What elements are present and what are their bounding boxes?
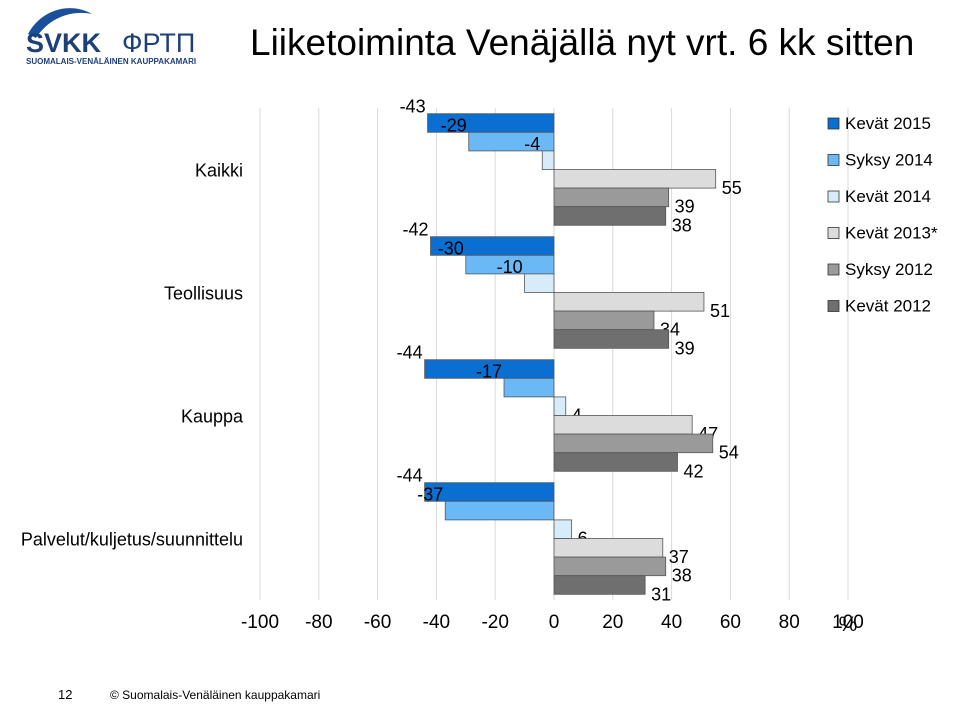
- legend-swatch: [827, 227, 840, 239]
- data-label: -42: [403, 220, 429, 240]
- x-tick-label: -40: [423, 612, 450, 633]
- bar: [553, 556, 667, 577]
- data-label: -43: [400, 97, 426, 117]
- data-label: -4: [524, 134, 540, 154]
- bar: [553, 310, 655, 331]
- category-label: Palvelut/kuljetus/suunnittelu: [21, 530, 243, 550]
- data-label: 37: [669, 547, 689, 567]
- legend-label: Kevät 2013*: [845, 224, 938, 243]
- bar-chart: -100 -80 -60 -40 -20 0 20 40 60 80 100% Kaikki -43 -2…: [21, 97, 938, 636]
- bar: [524, 273, 555, 293]
- data-label: -37: [417, 484, 443, 504]
- logo-tagline: SUOMALAIS-VENÄLÄINEN KAUPPAKAMARI: [26, 57, 196, 66]
- x-tick-label: 40: [661, 612, 682, 633]
- slide-title: Liiketoiminta Venäjällä nyt vrt. 6 kk si…: [250, 22, 915, 63]
- bar: [444, 500, 555, 521]
- logo-brand-cyrillic: ФРТП: [122, 28, 195, 58]
- data-label: 39: [675, 197, 695, 217]
- legend-swatch: [827, 154, 840, 166]
- data-label: -30: [438, 238, 464, 258]
- bar: [553, 396, 567, 416]
- data-label: 51: [710, 301, 730, 321]
- bar: [553, 452, 678, 472]
- bar: [553, 169, 717, 189]
- bar: [424, 482, 555, 502]
- legend-label: Syksy 2012: [845, 260, 933, 279]
- svkk-logo: SVKK ФРТП SUOMALAIS-VENÄLÄINEN KAUPPAKAM…: [26, 8, 196, 66]
- data-label: -44: [397, 466, 423, 486]
- bar: [553, 433, 714, 454]
- data-label: -29: [441, 115, 467, 135]
- legend-label: Syksy 2014: [845, 151, 933, 170]
- legend-swatch: [827, 190, 840, 203]
- x-unit-label: %: [839, 613, 858, 636]
- data-label: -10: [497, 257, 523, 277]
- x-tick-label: 20: [602, 612, 623, 633]
- x-tick-label: 0: [549, 612, 560, 633]
- x-tick-label: -100: [241, 612, 279, 633]
- bar: [553, 519, 573, 539]
- bar: [553, 187, 670, 208]
- bar: [465, 254, 555, 275]
- legend-label: Kevät 2015: [845, 114, 931, 133]
- x-tick-label: -80: [305, 612, 332, 633]
- bar: [503, 377, 555, 398]
- legend-swatch: [827, 117, 840, 130]
- copyright-text: © Suomalais-Venäläinen kauppakamari: [110, 688, 321, 702]
- bar: [553, 538, 664, 558]
- data-label: 38: [672, 566, 692, 586]
- data-label: 38: [672, 215, 692, 235]
- bar: [553, 206, 667, 226]
- page-number: 12: [58, 687, 73, 702]
- data-label: 39: [675, 338, 695, 358]
- logo-swoosh-icon: [28, 8, 92, 38]
- bar: [553, 329, 670, 349]
- bar: [541, 150, 555, 170]
- bar: [553, 415, 693, 435]
- category-label: Kauppa: [181, 407, 244, 427]
- legend-swatch: [827, 300, 840, 312]
- category-label: Teollisuus: [164, 284, 243, 304]
- data-label: -44: [397, 343, 423, 363]
- logo-brand-latin: SVKK: [26, 28, 102, 58]
- data-label: 42: [683, 461, 703, 481]
- data-label: 31: [651, 584, 671, 604]
- bar: [468, 131, 555, 152]
- bar: [424, 359, 555, 379]
- bar: [553, 292, 705, 312]
- legend-label: Kevät 2014: [845, 187, 931, 206]
- data-label: -17: [476, 361, 502, 381]
- x-tick-label: 80: [779, 612, 800, 633]
- x-tick-label: -60: [364, 612, 391, 633]
- legend-swatch: [827, 263, 840, 276]
- data-label: 55: [722, 178, 742, 198]
- x-tick-label: 60: [720, 612, 741, 633]
- category-label: Kaikki: [195, 161, 243, 181]
- data-label: 54: [719, 443, 739, 463]
- x-tick-label: 100: [832, 612, 864, 633]
- legend-label: Kevät 2012: [845, 297, 931, 316]
- x-tick-label: -20: [481, 612, 508, 633]
- bar: [553, 575, 646, 595]
